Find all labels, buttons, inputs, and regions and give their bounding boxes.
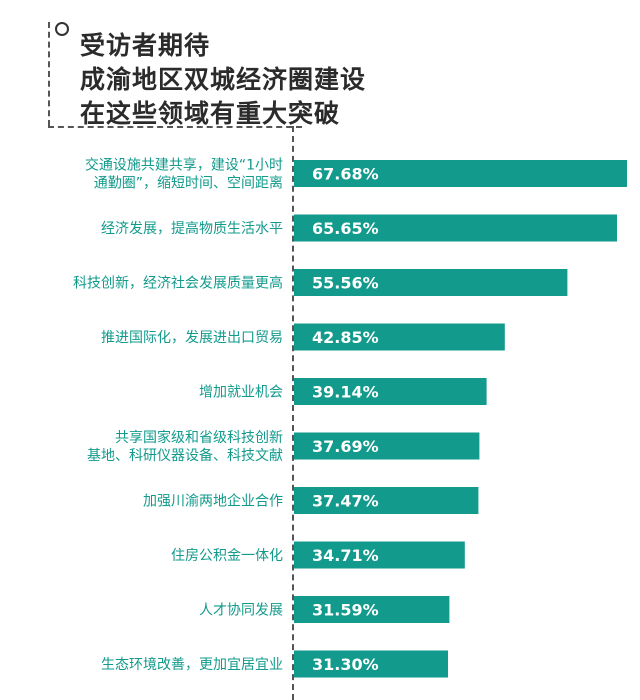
category-label-8-line-0: 人才协同发展 (199, 603, 283, 619)
category-label-1-line-0: 经济发展，提高物质生活水平 (101, 220, 283, 237)
category-label-0-line-1: 通勤圈”，缩短时间、空间距离 (94, 175, 283, 192)
title-bullet-icon (55, 22, 69, 36)
category-label-4-line-0: 增加就业机会 (199, 385, 283, 401)
category-label-6-line-0: 加强川渝两地企业合作 (143, 493, 283, 510)
axis-dashed-line (292, 126, 294, 700)
category-label-2-line-0: 科技创新，经济社会发展质量更高 (73, 275, 283, 292)
value-label-2: 55.56% (312, 274, 379, 293)
bar-1 (294, 214, 617, 242)
value-label-7: 34.71% (312, 546, 379, 565)
value-label-5: 37.69% (312, 437, 379, 456)
bar-4 (294, 378, 487, 405)
bar-0 (294, 160, 627, 187)
value-label-9: 31.30% (312, 655, 379, 674)
category-label-3-line-0: 推进国际化，发展进出口贸易 (101, 330, 283, 346)
value-label-1: 65.65% (312, 219, 379, 238)
value-label-3: 42.85% (312, 328, 379, 347)
bar-3 (294, 323, 505, 351)
value-label-0: 67.68% (312, 165, 379, 184)
category-label-7-line-0: 住房公积金一体化 (171, 548, 283, 564)
bar-6 (294, 487, 479, 514)
title-frame-left (48, 22, 50, 126)
category-label-0-line-0: 交通设施共建共享，建设“1小时 (85, 157, 283, 174)
value-label-4: 39.14% (312, 383, 379, 402)
category-label-5-line-0: 共享国家级和省级科技创新 (115, 429, 283, 446)
category-label-9-line-0: 生态环境改善，更加宜居宜业 (101, 657, 283, 673)
category-label-5-line-1: 基地、科研仪器设备、科技文献 (87, 447, 283, 464)
bar-5 (294, 432, 480, 460)
title-frame-bottom (48, 126, 302, 128)
title-line-3: 在这些领域有重大突破 (80, 99, 341, 128)
value-label-8: 31.59% (312, 601, 379, 620)
bar-8 (294, 596, 450, 623)
bar-9 (294, 650, 448, 678)
title-line-1: 受访者期待 (80, 31, 211, 60)
bar-7 (294, 541, 465, 569)
bar-2 (294, 269, 568, 296)
title-line-2: 成渝地区双城经济圈建设 (80, 65, 367, 94)
value-label-6: 37.47% (312, 492, 379, 511)
